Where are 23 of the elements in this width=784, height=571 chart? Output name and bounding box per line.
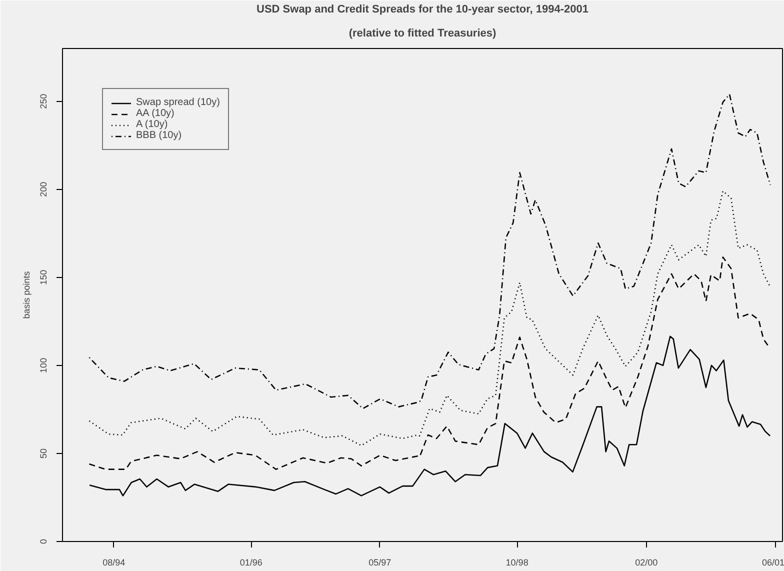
- x-tick-label: 06/01: [762, 558, 784, 568]
- line-series: [88, 94, 771, 410]
- y-tick-label: 250: [38, 94, 48, 109]
- y-tick-label: 0: [38, 538, 48, 544]
- y-tick-label: 200: [38, 182, 48, 197]
- y-axis-title: basis points: [22, 270, 32, 319]
- x-tick-label: 01/96: [240, 558, 262, 568]
- legend-label: A (10y): [136, 119, 168, 130]
- legend-label: BBB (10y): [136, 130, 182, 141]
- x-tick-label: 05/97: [368, 558, 392, 568]
- line-series: [88, 190, 771, 446]
- x-tick-label: 02/00: [635, 558, 658, 568]
- line-series: [88, 336, 771, 496]
- y-tick-label: 50: [38, 448, 48, 458]
- chart-subtitle: (relative to fitted Treasuries): [348, 28, 496, 40]
- line-series: [88, 256, 770, 470]
- x-tick-label: 10/98: [506, 558, 528, 568]
- x-tick-label: 08/94: [102, 558, 126, 568]
- y-tick-label: 150: [38, 270, 48, 285]
- y-tick-label: 100: [38, 358, 48, 373]
- chart-title: USD Swap and Credit Spreads for the 10-year sector, 1994-2001: [256, 4, 588, 16]
- legend-label: Swap spread (10y): [136, 97, 220, 108]
- legend-label: AA (10y): [136, 108, 174, 119]
